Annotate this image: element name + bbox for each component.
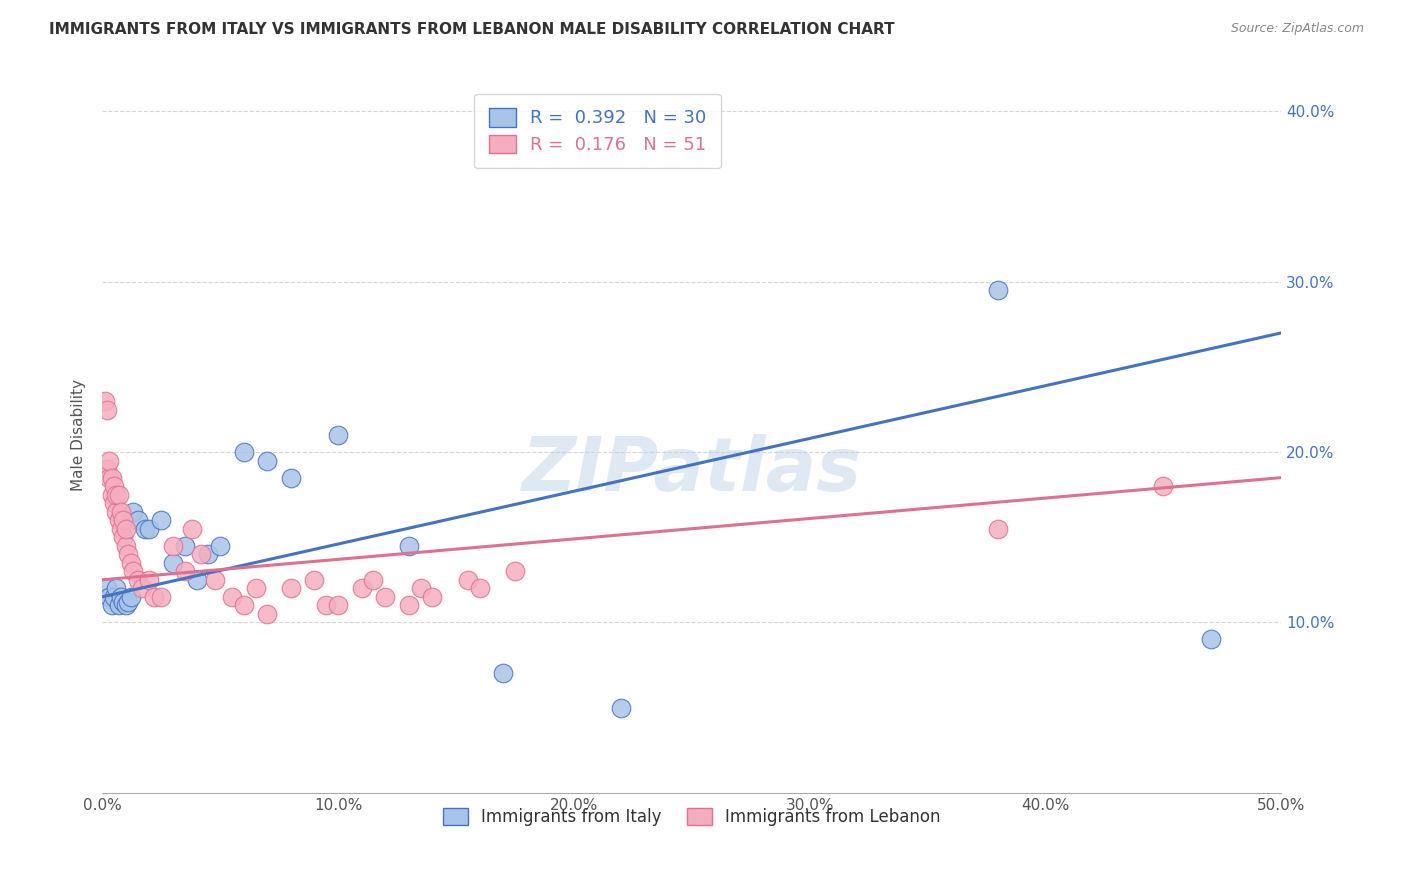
Text: IMMIGRANTS FROM ITALY VS IMMIGRANTS FROM LEBANON MALE DISABILITY CORRELATION CHA: IMMIGRANTS FROM ITALY VS IMMIGRANTS FROM… — [49, 22, 894, 37]
Point — [186, 573, 208, 587]
Point — [122, 564, 145, 578]
Point — [150, 590, 173, 604]
Point — [197, 547, 219, 561]
Point — [98, 453, 121, 467]
Point — [280, 470, 302, 484]
Point — [150, 513, 173, 527]
Point — [363, 573, 385, 587]
Point — [304, 573, 326, 587]
Point — [162, 556, 184, 570]
Point — [127, 513, 149, 527]
Point — [457, 573, 479, 587]
Point — [93, 394, 115, 409]
Point — [110, 590, 132, 604]
Point — [105, 582, 128, 596]
Point — [232, 445, 254, 459]
Point — [112, 530, 135, 544]
Point — [503, 564, 526, 578]
Point — [105, 488, 128, 502]
Point — [112, 513, 135, 527]
Point — [987, 283, 1010, 297]
Point — [107, 599, 129, 613]
Point — [107, 513, 129, 527]
Point — [131, 582, 153, 596]
Point — [221, 590, 243, 604]
Point — [173, 539, 195, 553]
Point — [256, 453, 278, 467]
Text: ZIPatlas: ZIPatlas — [522, 434, 862, 508]
Point — [987, 522, 1010, 536]
Point — [468, 582, 491, 596]
Point — [103, 496, 125, 510]
Point — [209, 539, 232, 553]
Point — [398, 599, 420, 613]
Point — [103, 590, 125, 604]
Point — [127, 573, 149, 587]
Point — [398, 539, 420, 553]
Point — [180, 522, 202, 536]
Point — [122, 505, 145, 519]
Point — [173, 564, 195, 578]
Point — [190, 547, 212, 561]
Point — [326, 599, 349, 613]
Point — [232, 599, 254, 613]
Point — [1199, 632, 1222, 647]
Point — [280, 582, 302, 596]
Point — [100, 599, 122, 613]
Y-axis label: Male Disability: Male Disability — [72, 379, 86, 491]
Point — [117, 547, 139, 561]
Point — [114, 522, 136, 536]
Point — [110, 505, 132, 519]
Point — [98, 470, 121, 484]
Point — [103, 479, 125, 493]
Point — [138, 573, 160, 587]
Point — [96, 582, 118, 596]
Point — [492, 666, 515, 681]
Point — [120, 590, 142, 604]
Point — [245, 582, 267, 596]
Point — [134, 522, 156, 536]
Point — [350, 582, 373, 596]
Point — [96, 462, 118, 476]
Point — [1153, 479, 1175, 493]
Point — [100, 488, 122, 502]
Point — [162, 539, 184, 553]
Point — [374, 590, 396, 604]
Point — [422, 590, 444, 604]
Point — [117, 595, 139, 609]
Point — [112, 595, 135, 609]
Point — [107, 488, 129, 502]
Point — [256, 607, 278, 621]
Point — [326, 428, 349, 442]
Point — [204, 573, 226, 587]
Legend: Immigrants from Italy, Immigrants from Lebanon: Immigrants from Italy, Immigrants from L… — [434, 799, 949, 834]
Point — [98, 590, 121, 604]
Point — [138, 522, 160, 536]
Point — [96, 402, 118, 417]
Point — [114, 539, 136, 553]
Point — [105, 505, 128, 519]
Point — [409, 582, 432, 596]
Point — [110, 522, 132, 536]
Point — [100, 470, 122, 484]
Point — [114, 599, 136, 613]
Text: Source: ZipAtlas.com: Source: ZipAtlas.com — [1230, 22, 1364, 36]
Point — [120, 556, 142, 570]
Point — [315, 599, 337, 613]
Point — [143, 590, 166, 604]
Point — [610, 700, 633, 714]
